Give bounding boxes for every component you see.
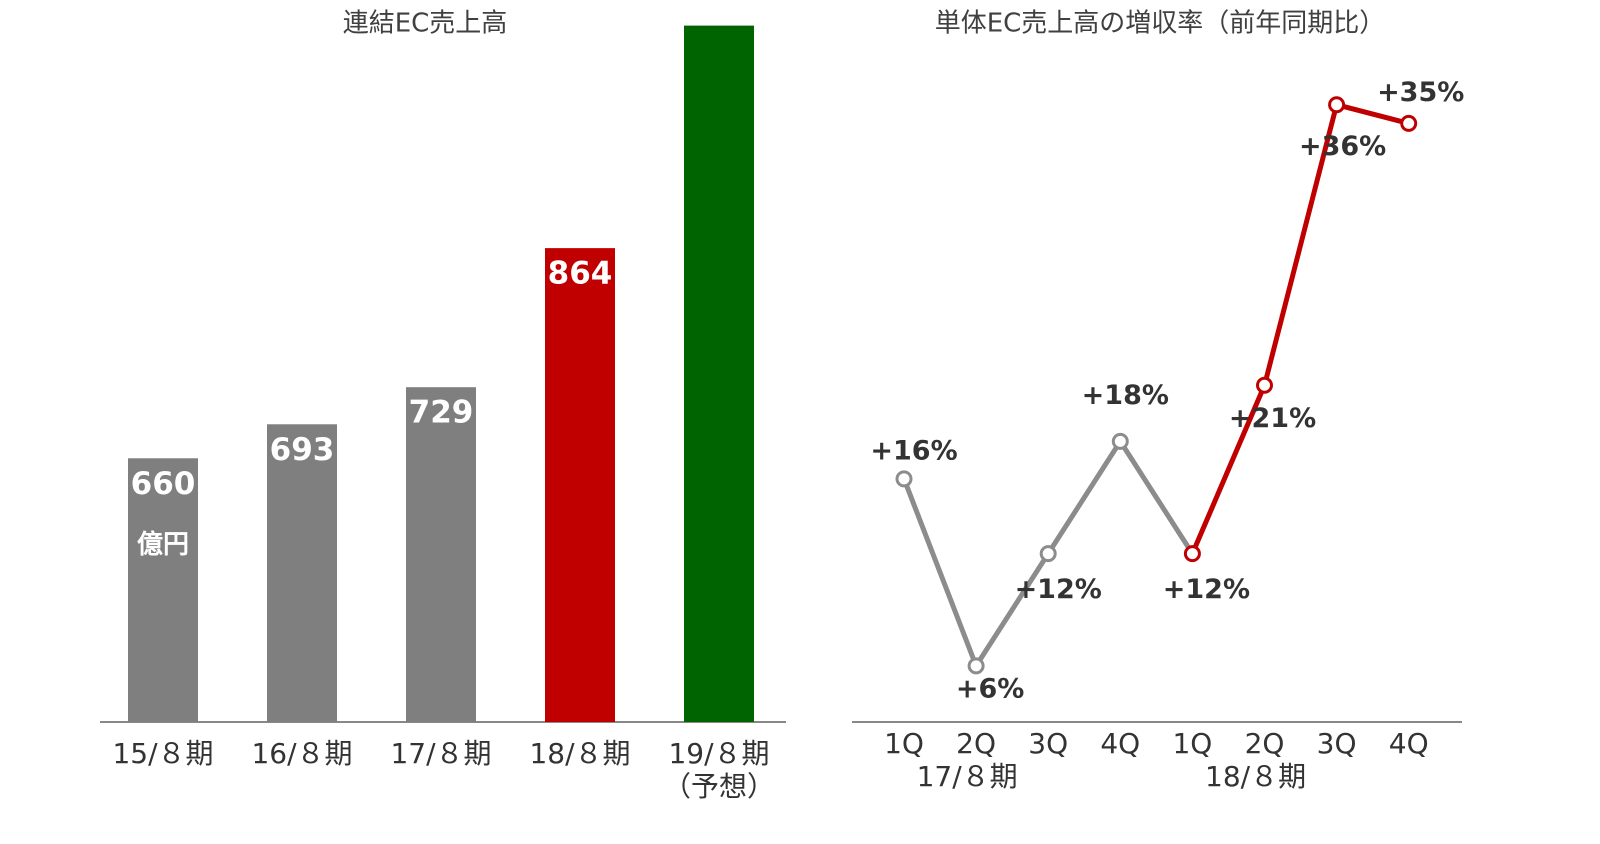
x-tick-label: 18/８期 (529, 737, 630, 770)
line-segment (973, 551, 1051, 669)
line-segment (1334, 102, 1412, 126)
x-tick-label: 19/８期 (668, 737, 769, 770)
point (895, 470, 913, 488)
bar (406, 387, 476, 722)
value-label: +18% (1082, 380, 1169, 411)
value-label: 864 (548, 256, 613, 292)
bar (267, 424, 337, 722)
x-tick-note: （予想） (663, 770, 775, 803)
point (1400, 114, 1418, 132)
point (1256, 376, 1273, 394)
x-tick-label: 2Q (1245, 727, 1285, 760)
value-label: +21% (1229, 403, 1316, 434)
x-tick-label: 3Q (1028, 727, 1068, 760)
value-label: +16% (870, 435, 957, 466)
bar (684, 25, 754, 722)
value-label: +12% (1015, 574, 1102, 605)
line-segment (1189, 382, 1267, 557)
chart-title: 連結EC売上高 (343, 9, 508, 39)
point (1183, 545, 1201, 563)
point (1111, 432, 1129, 450)
value-label: 729 (409, 395, 474, 431)
x-tick-label: 4Q (1100, 727, 1140, 760)
point (967, 657, 985, 675)
point (1328, 96, 1346, 114)
line-segment (1117, 438, 1195, 557)
bar (128, 458, 198, 722)
value-label: +12% (1163, 574, 1250, 605)
value-label: +6% (956, 673, 1024, 704)
x-tick-label: 4Q (1389, 727, 1429, 760)
group-label: 17/８期 (917, 760, 1018, 793)
line-segment (1045, 438, 1123, 557)
x-tick-label: 15/８期 (112, 737, 213, 770)
value-label: +35% (1377, 77, 1464, 108)
bar (545, 248, 615, 722)
line-segment (901, 476, 979, 669)
x-tick-label: 17/８期 (390, 737, 491, 770)
line-segment (1262, 102, 1340, 388)
x-tick-label: 2Q (956, 727, 996, 760)
point (1039, 545, 1057, 563)
group-label: 18/８期 (1205, 760, 1306, 793)
unit-label: 億円 (137, 530, 189, 560)
value-label: +36% (1299, 131, 1386, 162)
x-tick-label: 16/８期 (251, 737, 352, 770)
x-tick-label: 3Q (1317, 727, 1357, 760)
value-label: 660 (131, 466, 196, 502)
chart-title: 単体EC売上高の増収率（前年同期比） (935, 9, 1386, 39)
x-tick-label: 1Q (1172, 727, 1212, 760)
x-tick-label: 1Q (884, 727, 924, 760)
value-label: 693 (270, 432, 335, 468)
